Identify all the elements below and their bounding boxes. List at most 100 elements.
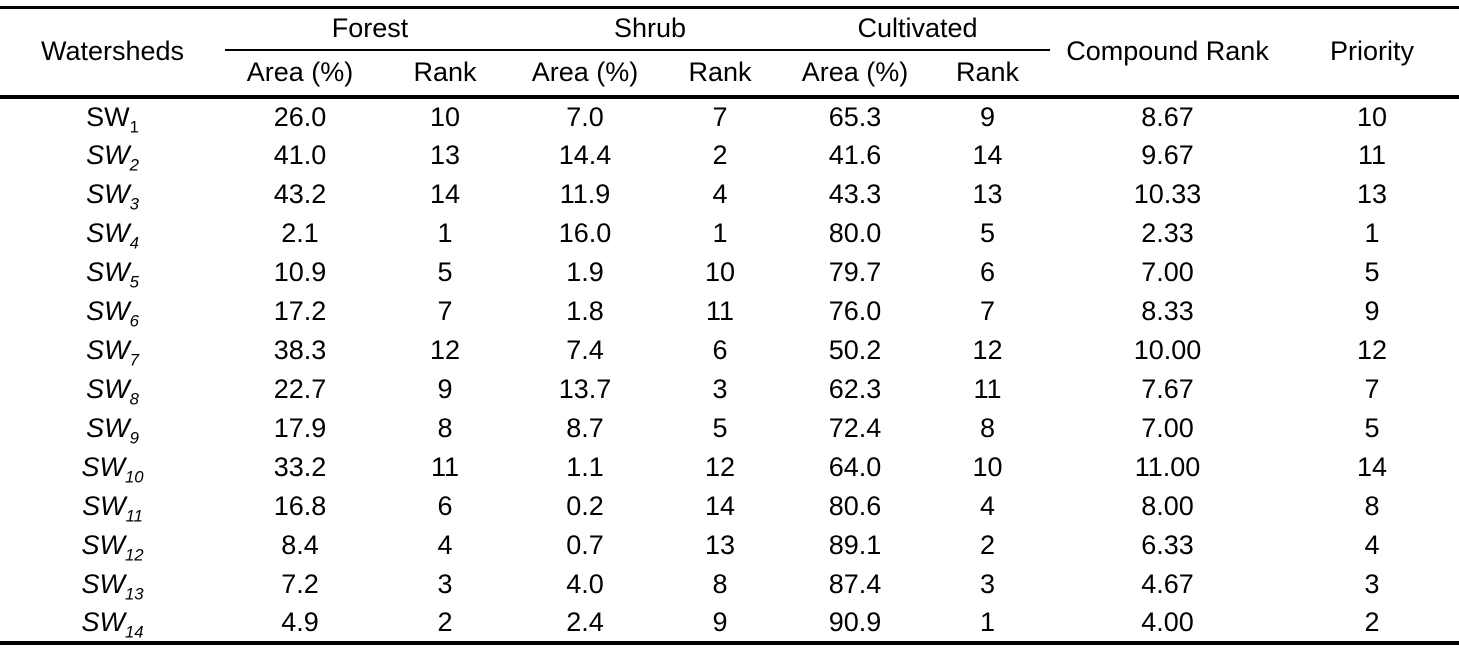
watershed-label: SW12 <box>81 529 144 565</box>
priority-cell: 4 <box>1364 529 1380 560</box>
cultivated-area-cell: 79.7 <box>828 256 882 287</box>
forest-rank-cell: 13 <box>429 139 461 170</box>
shrub-rank-cell: 7 <box>712 101 728 132</box>
compound-rank-cell: 7.00 <box>1141 412 1194 443</box>
shrub-rank-cell: 11 <box>705 295 735 326</box>
cultivated-rank-cell: 8 <box>979 412 996 443</box>
forest-area-cell: 33.2 <box>273 451 327 482</box>
watershed-label: SW6 <box>86 295 139 331</box>
watershed-label: SW8 <box>86 373 139 409</box>
header-group-row: Watersheds Forest Shrub Cultivated Compo… <box>0 6 1459 99</box>
column-header-compound-rank: Compound Rank <box>1050 6 1286 99</box>
priority-cell: 2 <box>1285 604 1459 645</box>
table-row: SW11 16.8 6 0.2 14 80.6 4 8.00 8 <box>0 487 1459 526</box>
forest-area-cell: 43.2 <box>273 178 327 209</box>
watershed-label: SW10 <box>81 451 144 487</box>
shrub-rank-cell: 13 <box>704 529 736 560</box>
cultivated-rank-cell: 14 <box>972 139 1003 170</box>
shrub-rank-cell: 8 <box>712 568 728 599</box>
compound-rank-cell: 6.33 <box>1141 529 1194 560</box>
priority-cell: 3 <box>1364 568 1380 599</box>
table-row: SW13 7.2 3 4.0 8 87.4 3 4.67 3 <box>0 565 1459 604</box>
shrub-area-cell: 16.0 <box>558 217 612 248</box>
column-group-forest: Forest <box>225 6 515 51</box>
priority-cell: 11 <box>1358 139 1387 170</box>
cultivated-rank-cell: 7 <box>979 295 996 326</box>
column-group-shrub: Shrub <box>515 6 785 51</box>
column-header-forest-area: Area (%) <box>225 50 375 99</box>
shrub-area-cell: 2.4 <box>515 604 655 645</box>
forest-area-cell: 22.7 <box>273 373 327 404</box>
forest-rank-cell: 6 <box>437 490 453 521</box>
watershed-label: SW1 <box>86 101 139 136</box>
watershed-label: SW2 <box>86 139 139 175</box>
compound-rank-cell: 7.67 <box>1141 373 1194 404</box>
forest-rank-cell: 11 <box>430 451 460 482</box>
cultivated-area-cell: 80.6 <box>828 490 882 521</box>
cultivated-area-cell: 80.0 <box>828 217 882 248</box>
forest-rank-cell: 14 <box>429 178 461 209</box>
table-row: SW3 43.2 14 11.9 4 43.3 13 10.33 13 <box>0 175 1459 214</box>
forest-rank-cell: 5 <box>437 256 453 287</box>
forest-rank-cell: 3 <box>437 568 453 599</box>
shrub-rank-cell: 5 <box>712 412 728 443</box>
header-sub-row: Area (%) Rank Area (%) Rank Area (%) Ran… <box>0 50 1459 99</box>
cultivated-rank-cell: 4 <box>979 490 996 521</box>
table-row: SW14 4.9 2 2.4 9 90.9 1 4.00 2 <box>0 604 1459 645</box>
cultivated-rank-cell: 5 <box>979 217 996 248</box>
cultivated-rank-cell: 12 <box>972 334 1003 365</box>
forest-rank-cell: 4 <box>437 529 453 560</box>
shrub-area-cell: 0.7 <box>566 529 604 560</box>
cultivated-rank-cell: 9 <box>979 101 996 132</box>
watershed-label: SW13 <box>81 568 144 604</box>
cultivated-rank-cell: 11 <box>973 373 1002 404</box>
compound-rank-cell: 2.33 <box>1141 217 1194 248</box>
priority-cell: 14 <box>1356 451 1388 482</box>
shrub-area-cell: 7.4 <box>566 334 604 365</box>
shrub-rank-cell: 14 <box>704 490 736 521</box>
compound-rank-cell: 7.00 <box>1141 256 1194 287</box>
cultivated-area-cell: 89.1 <box>828 529 882 560</box>
cultivated-rank-cell: 13 <box>972 178 1003 209</box>
table-row: SW4 2.1 1 16.0 1 80.0 5 2.33 1 <box>0 214 1459 253</box>
cultivated-area-cell: 64.0 <box>828 451 882 482</box>
priority-cell: 12 <box>1356 334 1388 365</box>
cultivated-area-cell: 41.6 <box>828 139 882 170</box>
table-row: SW2 41.0 13 14.4 2 41.6 14 9.67 11 <box>0 136 1459 175</box>
forest-area-cell: 38.3 <box>273 334 327 365</box>
shrub-area-cell: 1.9 <box>566 256 604 287</box>
watershed-label: SW3 <box>86 178 139 214</box>
shrub-area-cell: 8.7 <box>566 412 604 443</box>
forest-area-cell: 17.2 <box>273 295 327 326</box>
table-row: SW12 8.4 4 0.7 13 89.1 2 6.33 4 <box>0 526 1459 565</box>
column-header-watersheds: Watersheds <box>0 6 225 99</box>
cultivated-rank-cell: 2 <box>979 529 996 560</box>
table-row: SW5 10.9 5 1.9 10 79.7 6 7.00 5 <box>0 253 1459 292</box>
column-header-cultivated-area: Area (%) <box>785 50 925 99</box>
cultivated-rank-cell: 10 <box>972 451 1003 482</box>
shrub-area-cell: 13.7 <box>558 373 612 404</box>
shrub-rank-cell: 2 <box>712 139 728 170</box>
compound-rank-cell: 9.67 <box>1141 139 1194 170</box>
forest-rank-cell: 8 <box>437 412 453 443</box>
shrub-area-cell: 1.8 <box>566 295 604 326</box>
cultivated-area-cell: 90.9 <box>785 604 925 645</box>
compound-rank-cell: 4.67 <box>1141 568 1194 599</box>
forest-area-cell: 8.4 <box>281 529 319 560</box>
forest-area-cell: 2.1 <box>281 217 319 248</box>
shrub-area-cell: 4.0 <box>566 568 604 599</box>
table-row: SW6 17.2 7 1.8 11 76.0 7 8.33 9 <box>0 292 1459 331</box>
cultivated-area-cell: 62.3 <box>828 373 882 404</box>
cultivated-rank-cell: 3 <box>979 568 996 599</box>
priority-cell: 1 <box>1364 217 1380 248</box>
cultivated-area-cell: 87.4 <box>828 568 882 599</box>
cultivated-area-cell: 50.2 <box>828 334 882 365</box>
table-row: SW7 38.3 12 7.4 6 50.2 12 10.00 12 <box>0 331 1459 370</box>
forest-rank-cell: 10 <box>429 101 461 132</box>
watershed-label: SW11 <box>82 490 143 526</box>
priority-cell: 8 <box>1364 490 1380 521</box>
column-header-cultivated-rank: Rank <box>925 50 1051 99</box>
shrub-rank-cell: 12 <box>704 451 736 482</box>
compound-rank-cell: 11.00 <box>1134 451 1201 482</box>
watershed-label: SW14 <box>0 604 225 645</box>
